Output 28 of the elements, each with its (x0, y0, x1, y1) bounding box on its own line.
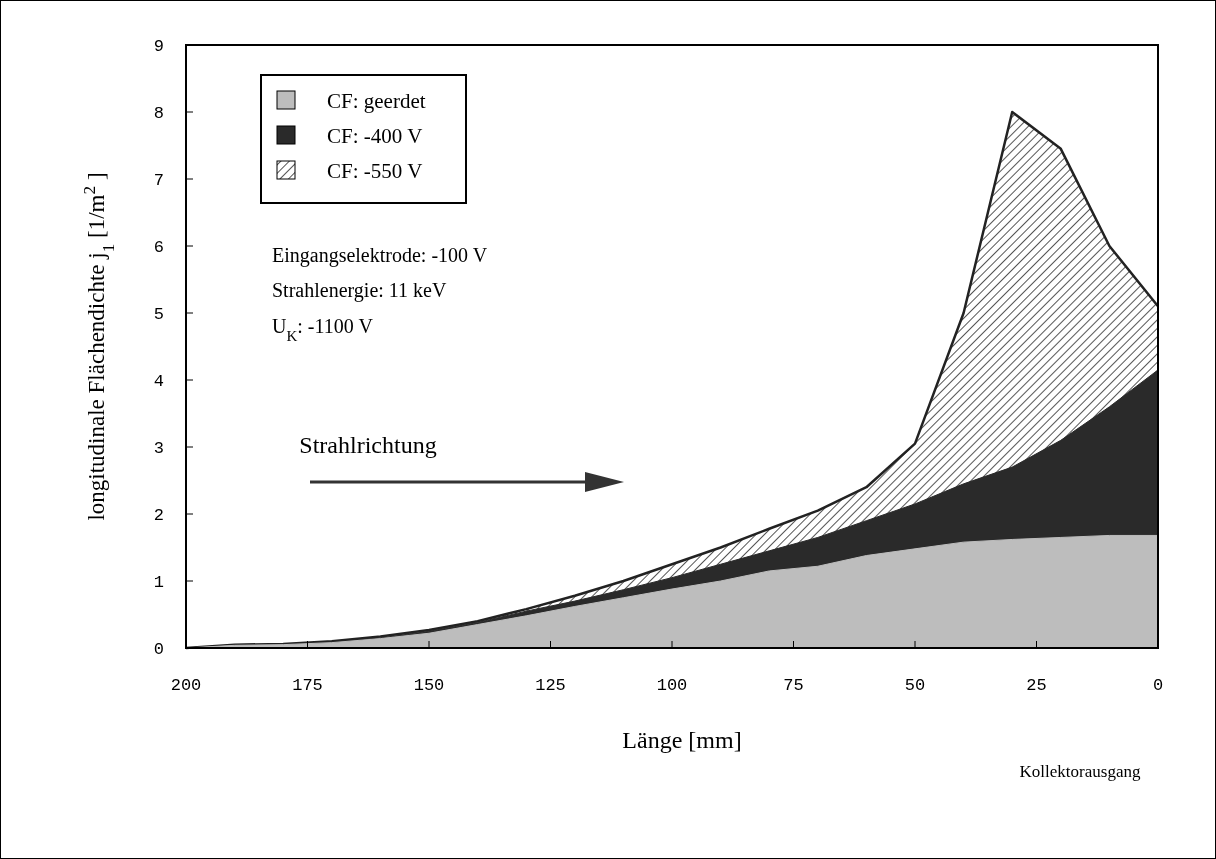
legend-label: CF: geerdet (327, 89, 426, 114)
y-tick-label: 2 (153, 505, 164, 525)
x-tick-label: 50 (904, 676, 926, 695)
y-tick-label: 6 (153, 237, 164, 257)
x-tick-label: 150 (413, 676, 445, 695)
x-tick-label: 175 (292, 676, 323, 695)
y-tick-label: 0 (153, 639, 164, 659)
x-tick-label: 25 (1026, 676, 1047, 695)
legend-label: CF: -550 V (327, 159, 423, 184)
y-tick-label: 9 (153, 36, 164, 56)
text: Kollektorausgang (1019, 762, 1141, 781)
x-tick-label: 200 (170, 676, 202, 695)
x-tick-label: 0 (1152, 676, 1164, 695)
x-tick-label: 100 (656, 676, 688, 695)
y-tick-label: 8 (153, 103, 164, 123)
x-tick-label: 125 (535, 676, 566, 695)
x-tick-label: 75 (783, 676, 804, 695)
annotation: Strahlrichtung (299, 432, 437, 458)
y-tick-label: 4 (153, 371, 164, 391)
x-axis-title: Länge [mm] (622, 727, 742, 753)
y-tick-label: 3 (153, 438, 164, 458)
legend-label: CF: -400 V (327, 124, 423, 149)
annotation: Strahlenergie: 11 keV (272, 279, 447, 302)
annotation: U$_{K}$: -1100 V (272, 315, 374, 344)
annotation: Eingangselektrode: -100 V (272, 244, 488, 267)
y-tick-label: 5 (153, 304, 164, 324)
y-tick-label: 7 (153, 170, 164, 190)
y-tick-label: 1 (153, 572, 164, 592)
